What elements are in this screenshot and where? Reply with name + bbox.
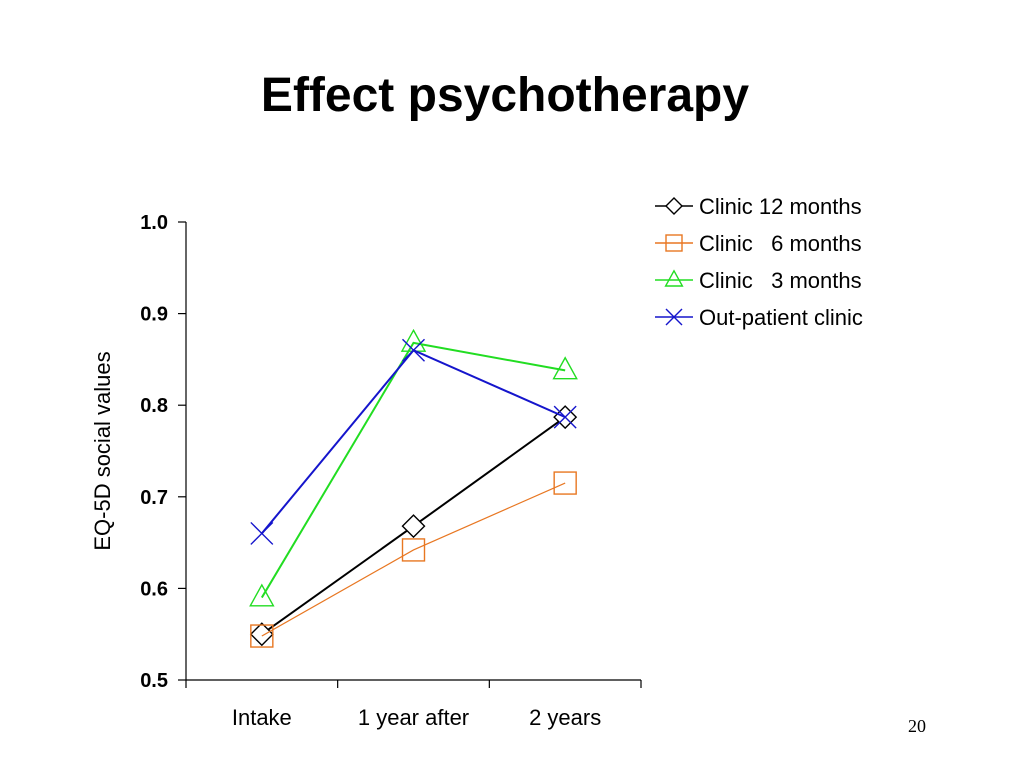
legend-item-1: Clinic 6 months bbox=[655, 231, 862, 256]
series-1 bbox=[250, 471, 577, 648]
data-point bbox=[250, 521, 274, 545]
data-point bbox=[249, 622, 274, 647]
x-tick-label: 2 years bbox=[529, 705, 601, 730]
legend-item-0: Clinic 12 months bbox=[655, 194, 862, 219]
legend-label: Clinic 12 months bbox=[699, 194, 862, 219]
legend-marker bbox=[665, 197, 683, 215]
y-tick-label: 0.9 bbox=[140, 304, 168, 326]
series-line bbox=[260, 341, 566, 599]
data-point bbox=[401, 514, 426, 539]
series-line bbox=[261, 349, 566, 535]
x-tick-label: Intake bbox=[232, 705, 292, 730]
legend-marker bbox=[665, 234, 683, 252]
series-0 bbox=[249, 405, 578, 647]
series-line bbox=[261, 482, 566, 637]
legend-marker bbox=[664, 269, 684, 287]
y-tick-label: 0.5 bbox=[140, 670, 168, 692]
slide-title: Effect psychotherapy bbox=[260, 69, 750, 122]
legend-item-2: Clinic 3 months bbox=[655, 268, 862, 293]
legend-item-3: Out-patient clinic bbox=[655, 305, 863, 330]
chart-legend: Clinic 12 months Clinic 6 months Clinic 3 … bbox=[655, 194, 863, 330]
y-axis-title: EQ-5D social values bbox=[90, 351, 115, 550]
y-tick-label: 0.8 bbox=[140, 395, 168, 417]
legend-label: Clinic 6 months bbox=[699, 231, 862, 256]
series-3 bbox=[250, 338, 577, 545]
data-point bbox=[553, 471, 577, 495]
legend-label: Clinic 3 months bbox=[699, 268, 862, 293]
data-point bbox=[249, 583, 275, 607]
data-point bbox=[401, 538, 426, 562]
data-point bbox=[400, 328, 427, 352]
legend-marker bbox=[665, 308, 683, 326]
chart-series bbox=[249, 328, 578, 648]
y-tick-label: 1.0 bbox=[140, 212, 168, 234]
chart-axes: 0.5 0.6 0.7 0.8 0.9 1.0 Intake 1 year after 2 ye… bbox=[90, 212, 642, 730]
data-point bbox=[552, 356, 578, 380]
x-tick-label: 1 year after bbox=[358, 705, 469, 730]
legend-label: Out-patient clinic bbox=[699, 305, 863, 330]
series-2 bbox=[249, 328, 578, 607]
data-point bbox=[402, 338, 425, 362]
y-tick-label: 0.6 bbox=[140, 578, 168, 600]
page-number: 20 bbox=[908, 716, 926, 736]
data-point bbox=[250, 624, 274, 648]
data-point bbox=[553, 405, 577, 429]
y-tick-label: 0.7 bbox=[140, 487, 168, 509]
